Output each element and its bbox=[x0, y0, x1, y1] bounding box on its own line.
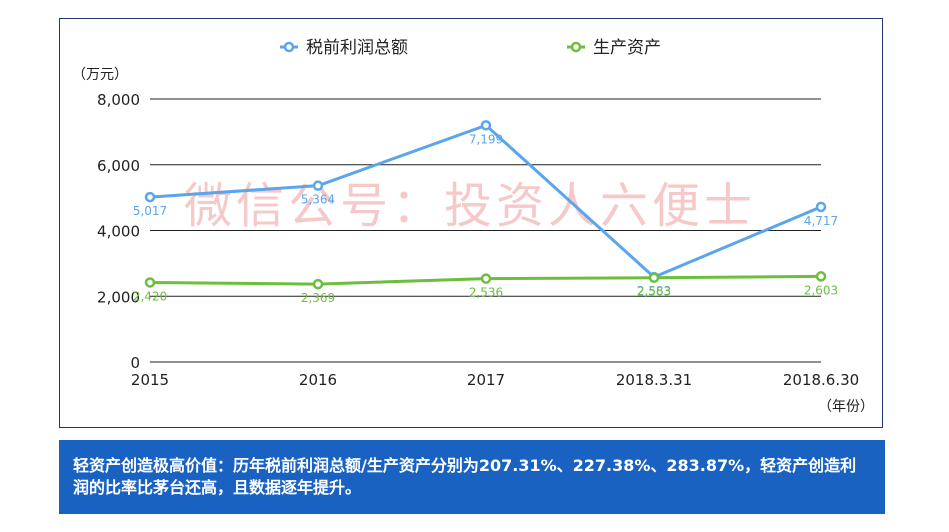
data-point-series-0 bbox=[480, 120, 492, 131]
data-point-series-0 bbox=[815, 201, 827, 213]
data-label-series-0: 7,199 bbox=[469, 132, 503, 146]
data-label-series-1: 2,420 bbox=[133, 289, 167, 303]
x-tick-label: 2015 bbox=[131, 371, 169, 389]
x-tick-label: 2017 bbox=[467, 371, 505, 389]
data-point-series-0 bbox=[312, 180, 324, 191]
data-point-series-1 bbox=[480, 273, 492, 284]
line-chart: 微信公号：投资人六便士 税前利润总额 生产资产 （万元） （年份） 0 2,000… bbox=[72, 38, 874, 415]
data-label-series-0: 4,717 bbox=[804, 214, 838, 228]
y-axis-unit-label: （万元） bbox=[72, 67, 128, 83]
data-point-series-1 bbox=[312, 278, 324, 290]
y-tick-label: 2,000 bbox=[97, 288, 140, 306]
legend-label-assets: 生产资产 bbox=[593, 38, 661, 58]
data-point-series-1 bbox=[144, 277, 156, 288]
y-tick-label: 0 bbox=[130, 354, 140, 372]
data-label-series-1: 2,563 bbox=[637, 285, 671, 299]
x-tick-label: 2016 bbox=[299, 371, 337, 389]
x-tick-label: 2018.3.31 bbox=[616, 371, 692, 389]
data-label-series-1: 2,536 bbox=[469, 286, 503, 300]
data-label-series-0: 5,364 bbox=[301, 193, 335, 207]
y-tick-label: 4,000 bbox=[97, 223, 140, 241]
data-point-series-1 bbox=[815, 271, 827, 282]
data-point-series-0 bbox=[144, 191, 156, 203]
data-label-series-1: 2,603 bbox=[804, 283, 838, 297]
chart-frame bbox=[59, 18, 883, 428]
data-point-series-1 bbox=[648, 272, 660, 283]
x-axis-unit-label: （年份） bbox=[818, 399, 874, 415]
x-tick-label: 2018.6.30 bbox=[783, 371, 859, 389]
conclusion-note: 轻资产创造极高价值：历年税前利润总额/生产资产分别为207.31%、227.38… bbox=[59, 440, 885, 514]
conclusion-note-text: 轻资产创造极高价值：历年税前利润总额/生产资产分别为207.31%、227.38… bbox=[73, 456, 857, 497]
watermark-text: 微信公号：投资人六便士 bbox=[184, 178, 756, 234]
data-label-series-0: 5,017 bbox=[133, 204, 167, 218]
y-tick-label: 6,000 bbox=[97, 157, 140, 175]
legend: 税前利润总额 生产资产 bbox=[280, 38, 661, 58]
y-tick-label: 8,000 bbox=[97, 91, 140, 109]
legend-marker-profit bbox=[283, 41, 295, 53]
legend-marker-assets bbox=[570, 41, 582, 53]
legend-label-profit: 税前利润总额 bbox=[306, 38, 408, 58]
data-label-series-1: 2,369 bbox=[301, 291, 335, 305]
data-label-series-0: 2,583 bbox=[637, 284, 671, 298]
